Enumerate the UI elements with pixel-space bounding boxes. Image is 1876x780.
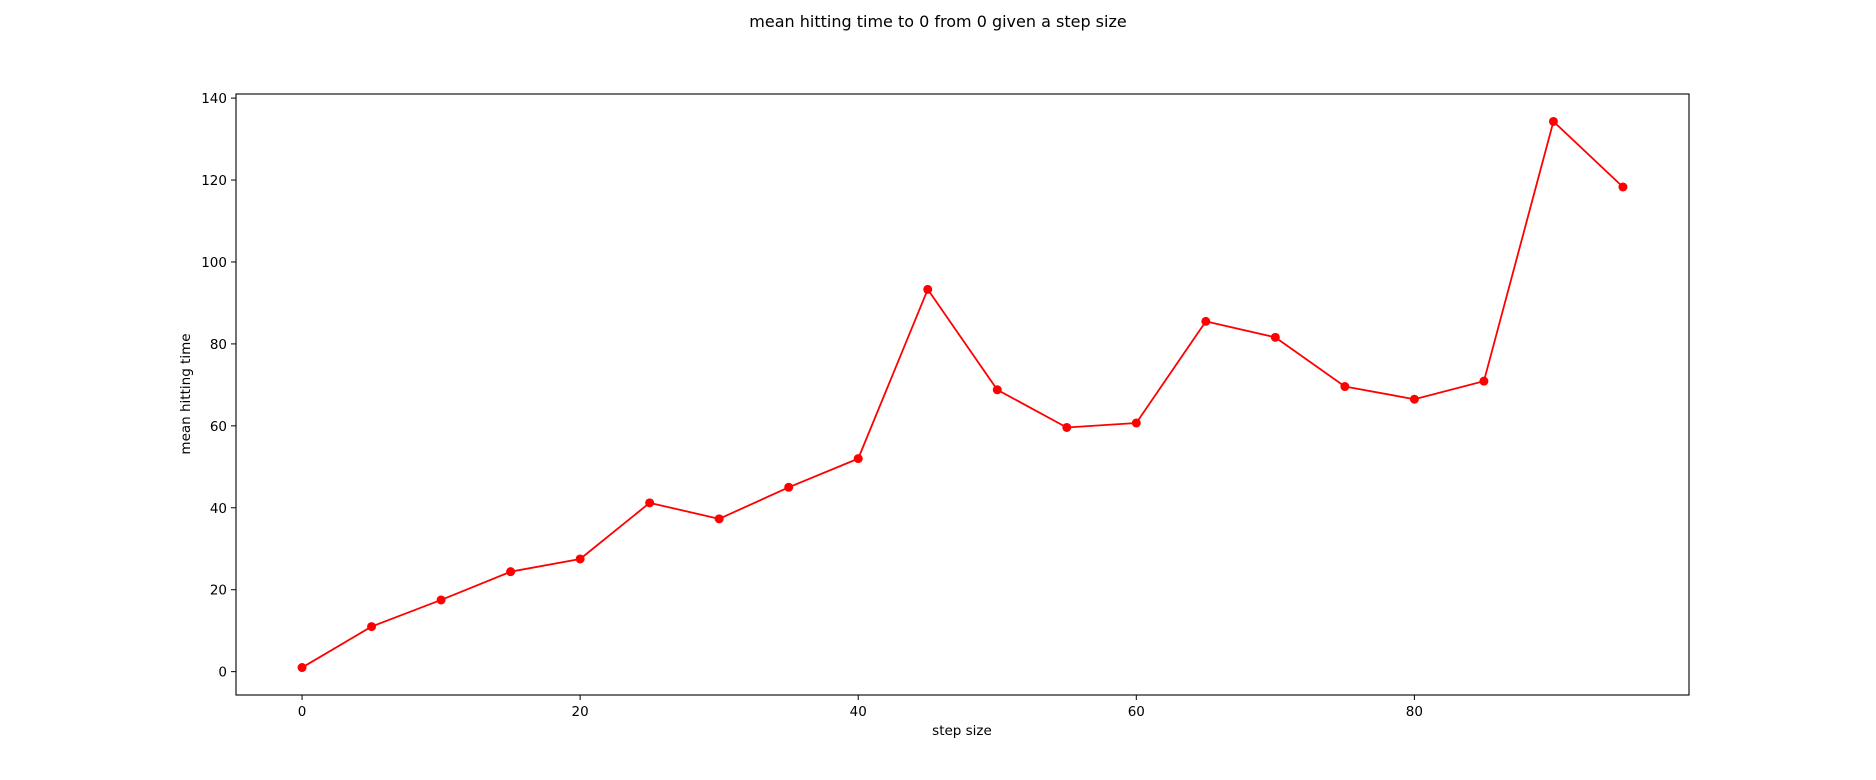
data-point	[923, 284, 933, 294]
plot-frame	[235, 93, 1690, 696]
x-axis-label: step size	[932, 723, 992, 739]
data-point	[1131, 418, 1141, 428]
data-point	[1201, 316, 1211, 326]
y-tick-label: 60	[210, 419, 227, 435]
x-tick-label: 40	[850, 704, 867, 720]
data-point	[645, 498, 655, 508]
data-point	[436, 595, 446, 605]
data-point	[506, 567, 516, 577]
data-point	[1618, 182, 1628, 192]
chart-title: mean hitting time to 0 from 0 given a st…	[749, 12, 1126, 31]
data-point	[297, 663, 307, 673]
data-point	[575, 554, 585, 564]
data-point	[853, 454, 863, 464]
data-point	[1062, 422, 1072, 432]
x-tick-label: 20	[572, 704, 589, 720]
y-tick-label: 20	[210, 583, 227, 599]
x-tick-label: 0	[298, 704, 307, 720]
data-point	[1409, 394, 1419, 404]
y-tick-label: 0	[218, 665, 227, 681]
x-tick-label: 60	[1128, 704, 1145, 720]
data-point	[1548, 116, 1558, 126]
data-point	[1340, 382, 1350, 392]
data-point	[367, 622, 377, 632]
axes: 0 20 40 60 80 0 20 40 60 80 100 120 140	[201, 91, 1423, 720]
y-tick-label: 100	[201, 255, 227, 271]
data-point	[1479, 376, 1489, 386]
data-point	[992, 385, 1002, 395]
y-tick-label: 120	[201, 173, 227, 189]
series-line	[301, 120, 1624, 669]
y-tick-label: 140	[201, 91, 227, 107]
y-axis-label: mean hitting time	[178, 333, 194, 454]
data-point	[1270, 332, 1280, 342]
y-tick-label: 40	[210, 501, 227, 517]
data-point	[714, 514, 724, 524]
x-tick-label: 80	[1406, 704, 1423, 720]
data-point	[784, 482, 794, 492]
y-tick-label: 80	[210, 337, 227, 353]
series-layer	[297, 116, 1628, 673]
